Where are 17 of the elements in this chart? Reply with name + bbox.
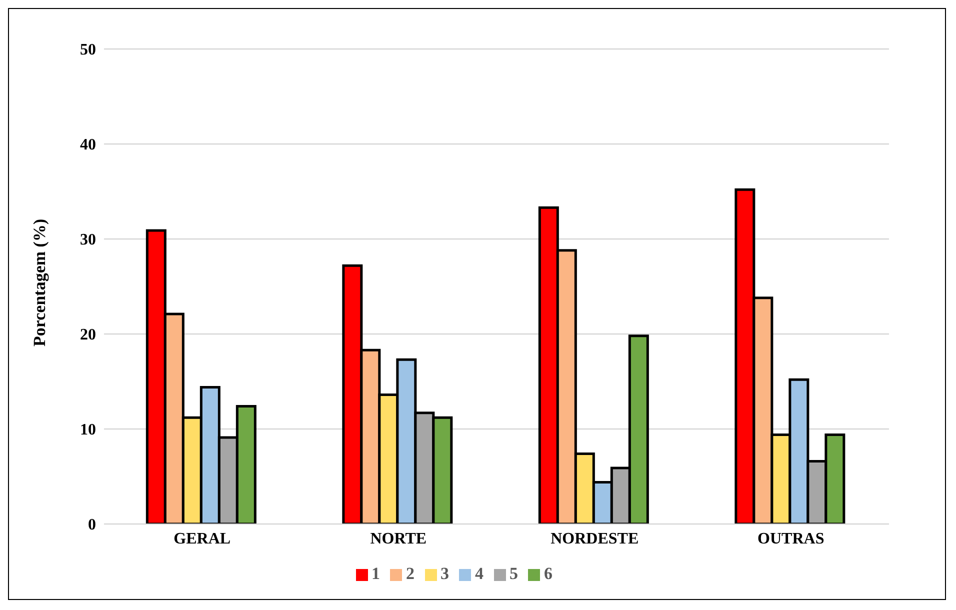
x-tick-label: NORDESTE [550, 530, 639, 548]
y-tick-label: 10 [80, 422, 96, 439]
legend-label: 1 [372, 564, 380, 583]
y-tick-label: 20 [80, 326, 96, 344]
legend-label: 2 [406, 564, 414, 583]
y-tick-label: 30 [80, 232, 96, 249]
legend-label: 3 [440, 564, 449, 583]
x-tick-label: GERAL [174, 530, 231, 548]
y-tick-label: 0 [88, 516, 96, 534]
x-tick-label: NORTE [370, 530, 427, 548]
legend-label: 5 [510, 564, 518, 583]
legend-label: 4 [475, 564, 484, 583]
legend-label: 6 [544, 564, 552, 583]
x-tick-label: OUTRAS [758, 530, 824, 548]
y-tick-label: 40 [80, 136, 96, 154]
y-axis-title: Porcentagem (%) [30, 218, 50, 346]
y-tick-label: 50 [80, 42, 96, 59]
